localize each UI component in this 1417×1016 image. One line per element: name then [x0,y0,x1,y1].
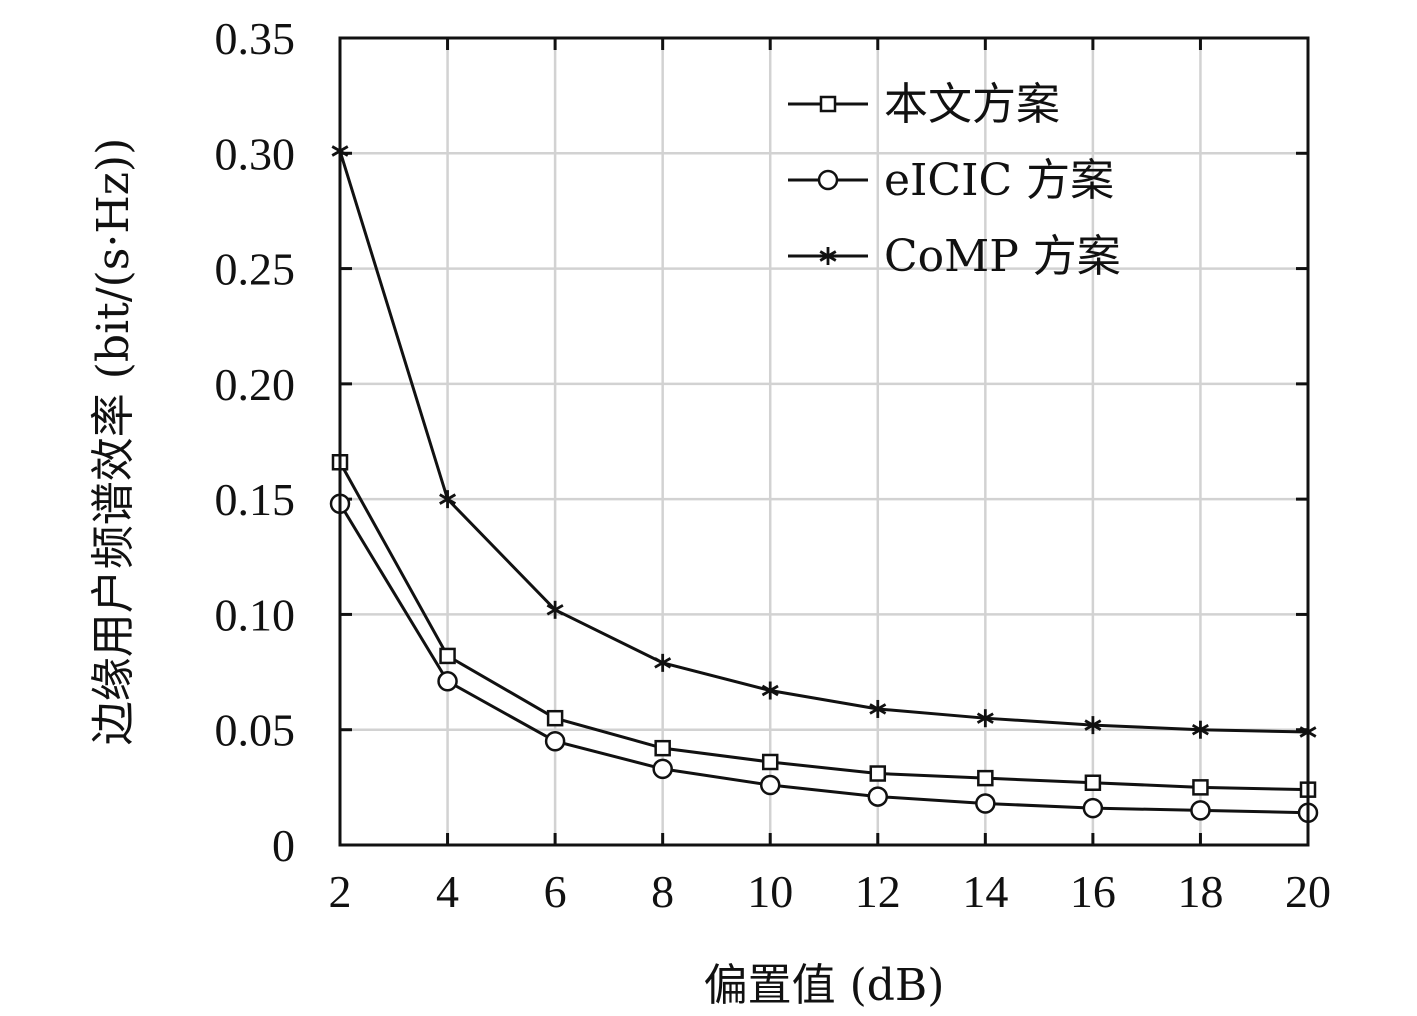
data-point-asterisk [1084,716,1102,735]
data-point-circle [652,758,673,780]
data-point-circle [1082,797,1104,819]
series-line [338,502,1309,815]
data-point-asterisk [819,247,837,265]
data-point-square [869,765,887,782]
data-point-square [654,739,671,757]
grid-lines [338,36,1310,847]
data-point-asterisk [869,699,887,718]
series-line [338,150,1309,734]
plot-frame [338,36,1310,847]
y-tick-label: 0.15 [215,474,296,525]
data-point-circle [817,169,839,191]
series-square [331,454,1317,798]
data-point-circle [867,786,889,807]
x-tick-label: 18 [1177,866,1223,917]
data-point-circle [975,793,996,814]
legend-item: eICIC 方案 [788,155,1114,206]
y-axis-label: 边缘用户频谱效率 (bit/(s·Hz)) [88,138,139,746]
data-point-asterisk [439,490,457,509]
data-point-asterisk [976,709,994,728]
series-circle [329,493,1319,823]
y-tick-labels: 0 0.05 0.10 0.15 0.20 0.25 0.30 0.35 [215,13,296,871]
data-point-asterisk [654,653,672,672]
data-point-circle [544,730,566,752]
data-point-circle [1190,800,1211,821]
data-point-asterisk [761,681,779,700]
data-point-asterisk [546,600,564,619]
data-point-circle [759,774,781,796]
x-tick-label: 10 [747,866,793,917]
x-tick-label: 6 [544,866,567,917]
y-tick-label: 0.25 [215,244,296,295]
x-tick-label: 4 [436,866,459,917]
legend-label: eICIC 方案 [884,155,1114,206]
y-tick-label: 0.35 [215,13,296,64]
y-tick-label: 0 [272,820,295,871]
data-point-asterisk [1191,720,1209,739]
y-tick-label: 0.05 [215,705,296,756]
y-tick-label: 0.20 [215,359,296,410]
x-tick-labels: 2 4 6 8 10 12 14 16 18 20 [329,866,1332,917]
y-tick-label: 0.10 [215,589,296,640]
series-asterisk [331,141,1317,742]
x-tick-label: 20 [1285,866,1331,917]
x-tick-label: 16 [1070,866,1116,917]
y-tick-label: 0.30 [215,128,296,179]
series-line [338,461,1309,792]
x-axis-label: 偏置值 (dB) [704,960,945,1011]
data-point-square [819,95,837,113]
data-point-square [1084,774,1102,791]
x-tick-label: 14 [962,866,1008,917]
data-point-square [761,753,779,771]
data-point-square [439,647,456,665]
legend-item: 本文方案 [788,79,1060,130]
x-tick-label: 12 [855,866,901,917]
data-point-circle [437,671,458,692]
series-layer [329,141,1319,823]
legend-label: 本文方案 [884,79,1060,130]
data-point-square [546,709,564,727]
data-point-square [1192,779,1209,796]
legend-label: CoMP 方案 [884,231,1121,282]
data-point-square [977,769,994,787]
x-tick-label: 2 [329,866,352,917]
legend-item: CoMP 方案 [788,231,1121,282]
x-tick-label: 8 [651,866,674,917]
legend: 本文方案 eICIC 方案 CoMP 方案 [788,79,1121,282]
